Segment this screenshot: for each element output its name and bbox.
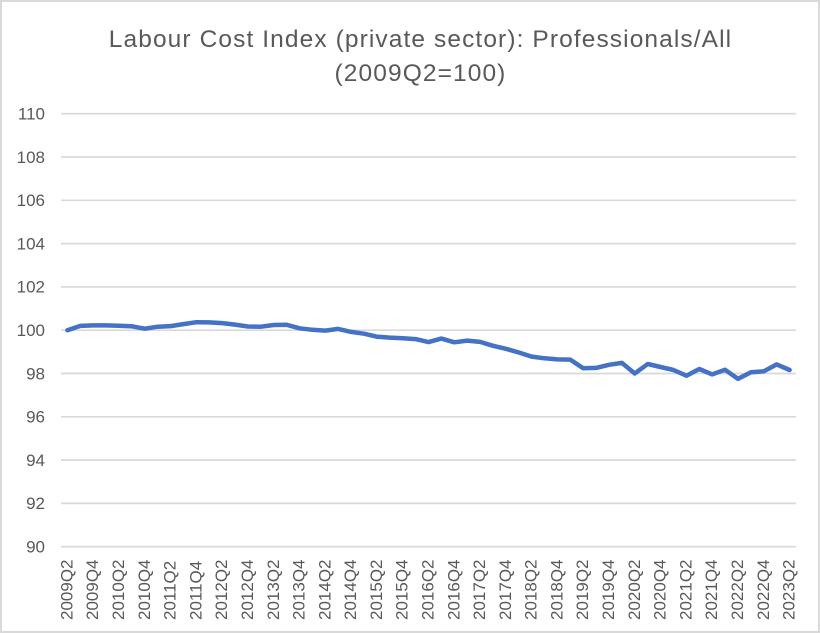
svg-text:(2009Q2=100): (2009Q2=100) (335, 60, 507, 87)
svg-text:2012Q4: 2012Q4 (238, 560, 257, 621)
svg-text:2019Q2: 2019Q2 (573, 560, 592, 621)
svg-text:2018Q4: 2018Q4 (547, 560, 566, 621)
svg-text:98: 98 (26, 364, 45, 383)
svg-text:2020Q2: 2020Q2 (625, 560, 644, 621)
svg-text:102: 102 (17, 278, 45, 297)
svg-text:2018Q2: 2018Q2 (522, 560, 541, 621)
svg-text:2016Q4: 2016Q4 (444, 560, 463, 621)
svg-text:2009Q4: 2009Q4 (83, 560, 102, 621)
svg-text:2014Q2: 2014Q2 (315, 560, 334, 621)
svg-text:108: 108 (17, 148, 45, 167)
svg-text:2011Q4: 2011Q4 (186, 561, 205, 620)
svg-text:2023Q2: 2023Q2 (780, 560, 799, 621)
svg-text:106: 106 (17, 191, 45, 210)
svg-text:2015Q4: 2015Q4 (393, 560, 412, 621)
svg-text:Labour Cost Index (private sec: Labour Cost Index (private sector): Prof… (109, 26, 732, 53)
svg-text:2015Q2: 2015Q2 (367, 560, 386, 621)
svg-text:2022Q2: 2022Q2 (728, 560, 747, 621)
svg-text:2017Q2: 2017Q2 (470, 560, 489, 621)
svg-text:2011Q2: 2011Q2 (161, 561, 180, 620)
svg-text:100: 100 (17, 321, 45, 340)
svg-text:92: 92 (26, 494, 45, 513)
svg-text:2021Q2: 2021Q2 (676, 560, 695, 621)
svg-text:2010Q2: 2010Q2 (109, 560, 128, 621)
svg-text:2013Q2: 2013Q2 (264, 560, 283, 621)
svg-text:90: 90 (26, 538, 45, 557)
svg-text:2012Q2: 2012Q2 (212, 560, 231, 621)
svg-text:2014Q4: 2014Q4 (341, 560, 360, 621)
svg-text:2022Q4: 2022Q4 (754, 560, 773, 621)
svg-text:2017Q4: 2017Q4 (496, 560, 515, 621)
svg-text:2021Q4: 2021Q4 (702, 560, 721, 621)
svg-text:104: 104 (17, 234, 45, 253)
svg-text:96: 96 (26, 408, 45, 427)
svg-text:2010Q4: 2010Q4 (135, 560, 154, 621)
svg-text:2019Q4: 2019Q4 (599, 560, 618, 621)
svg-text:110: 110 (18, 105, 45, 124)
svg-text:94: 94 (26, 451, 45, 470)
svg-text:2020Q4: 2020Q4 (651, 560, 670, 621)
svg-text:2016Q2: 2016Q2 (419, 560, 438, 621)
svg-text:2013Q4: 2013Q4 (290, 560, 309, 621)
svg-text:2009Q2: 2009Q2 (57, 560, 76, 621)
